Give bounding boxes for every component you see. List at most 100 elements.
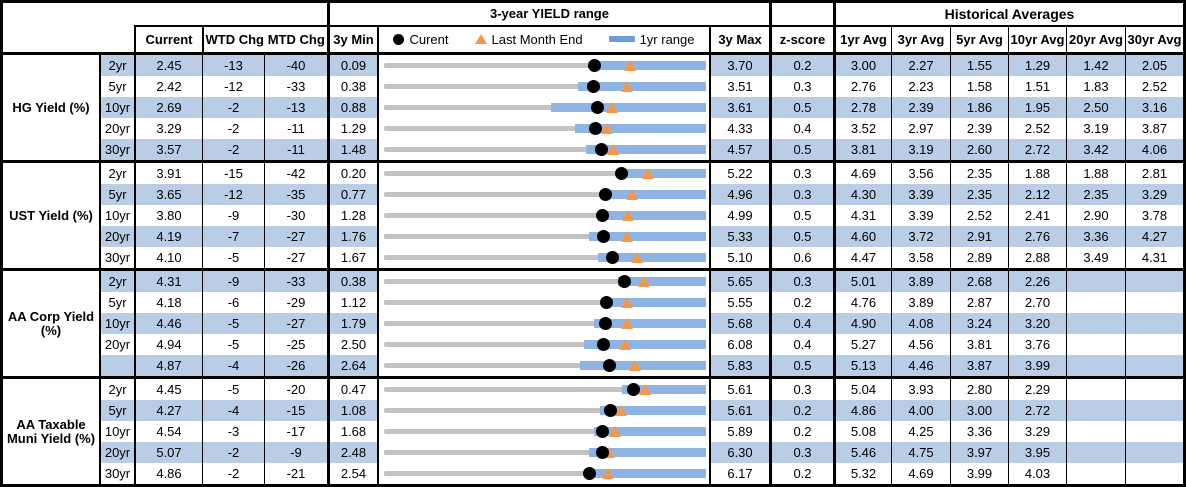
wtd-chg-value: -6 xyxy=(202,292,264,313)
30yr-avg-value: 4.06 xyxy=(1125,139,1183,160)
last-month-end-marker xyxy=(620,297,633,308)
mtd-chg-value: -20 xyxy=(264,379,327,400)
30yr-avg-value xyxy=(1125,442,1183,463)
column-header-1yr-avg: 1yr Avg xyxy=(833,25,891,52)
range-chart xyxy=(377,226,709,247)
column-header-30yr-avg: 30yr Avg xyxy=(1125,25,1183,52)
current-dot-marker xyxy=(604,404,618,417)
5yr-avg-value: 2.87 xyxy=(950,292,1008,313)
30yr-avg-value xyxy=(1125,334,1183,355)
30yr-avg-value xyxy=(1125,421,1183,442)
3y-min-value: 0.88 xyxy=(327,97,377,118)
3y-min-value: 1.76 xyxy=(327,226,377,247)
current-value: 4.31 xyxy=(134,271,202,292)
10yr-avg-value: 2.29 xyxy=(1008,379,1066,400)
three-year-range-track xyxy=(384,84,706,89)
3y-min-value: 0.38 xyxy=(327,76,377,97)
20yr-avg-value xyxy=(1066,442,1125,463)
one-year-range-bar xyxy=(588,232,706,241)
1yr-avg-value: 4.69 xyxy=(833,163,891,184)
wtd-chg-value: -9 xyxy=(202,205,264,226)
3yr-avg-value: 4.69 xyxy=(891,463,950,484)
3y-min-value: 1.08 xyxy=(327,400,377,421)
10yr-avg-value: 3.20 xyxy=(1008,313,1066,334)
mtd-chg-value: -27 xyxy=(264,313,327,334)
30yr-avg-value xyxy=(1125,355,1183,376)
3y-max-value: 5.61 xyxy=(709,379,769,400)
1yr-avg-value: 4.30 xyxy=(833,184,891,205)
range-chart xyxy=(377,271,709,292)
wtd-chg-value: -5 xyxy=(202,379,264,400)
last-month-end-marker xyxy=(600,123,613,134)
last-month-end-marker xyxy=(619,339,632,350)
column-header-10yr-avg: 10yr Avg xyxy=(1008,25,1066,52)
5yr-avg-value: 2.91 xyxy=(950,226,1008,247)
last-month-end-marker xyxy=(603,447,616,458)
mtd-chg-value: -15 xyxy=(264,400,327,421)
mtd-chg-value: -27 xyxy=(264,226,327,247)
legend-current: Curent xyxy=(393,31,449,47)
mtd-chg-value: -11 xyxy=(264,118,327,139)
range-chart xyxy=(377,400,709,421)
three-year-range-track xyxy=(384,213,706,218)
30yr-avg-value xyxy=(1125,463,1183,484)
30yr-avg-value: 2.52 xyxy=(1125,76,1183,97)
current-value: 2.42 xyxy=(134,76,202,97)
5yr-avg-value: 2.68 xyxy=(950,271,1008,292)
3y-max-value: 3.70 xyxy=(709,55,769,76)
tenor-cell: 5yr xyxy=(99,76,134,97)
tenor-cell: 20yr xyxy=(99,442,134,463)
30yr-avg-value xyxy=(1125,379,1183,400)
tenor-cell: 10yr xyxy=(99,97,134,118)
1yr-avg-value: 2.76 xyxy=(833,76,891,97)
last-month-end-marker xyxy=(606,102,619,113)
wtd-chg-value: -13 xyxy=(202,55,264,76)
last-month-end-marker xyxy=(628,360,641,371)
mtd-chg-value: -33 xyxy=(264,271,327,292)
legend-1yr-range: 1yr range xyxy=(608,31,695,47)
3y-max-value: 5.22 xyxy=(709,163,769,184)
last-month-end-marker xyxy=(621,231,634,242)
current-dot-marker xyxy=(596,209,610,222)
three-year-range-track xyxy=(384,363,706,368)
one-year-range-bar xyxy=(586,145,706,154)
z-score-value: 0.4 xyxy=(769,313,833,334)
current-dot-marker xyxy=(596,230,610,243)
30yr-avg-value xyxy=(1125,400,1183,421)
3y-min-value: 2.64 xyxy=(327,355,377,376)
last-month-end-marker xyxy=(601,468,614,479)
legend-range-label: 1yr range xyxy=(639,31,695,47)
z-score-value: 0.2 xyxy=(769,463,833,484)
current-value: 2.69 xyxy=(134,97,202,118)
current-dot-marker xyxy=(605,251,619,264)
legend-current-label: Curent xyxy=(409,31,449,47)
3y-min-value: 0.77 xyxy=(327,184,377,205)
10yr-avg-value: 3.95 xyxy=(1008,442,1066,463)
wtd-chg-value: -2 xyxy=(202,118,264,139)
tenor-cell: 2yr xyxy=(99,163,134,184)
10yr-avg-value: 2.12 xyxy=(1008,184,1066,205)
tenor-cell: 20yr xyxy=(99,226,134,247)
1yr-avg-value: 5.27 xyxy=(833,334,891,355)
tenor-cell: 5yr xyxy=(99,184,134,205)
column-header-current: Current xyxy=(134,25,202,52)
tenor-cell xyxy=(99,355,134,376)
3y-min-value: 0.20 xyxy=(327,163,377,184)
z-score-value: 0.5 xyxy=(769,226,833,247)
current-value: 4.45 xyxy=(134,379,202,400)
wtd-chg-value: -5 xyxy=(202,247,264,268)
mtd-chg-value: -40 xyxy=(264,55,327,76)
z-score-value: 0.5 xyxy=(769,205,833,226)
1yr-avg-value: 2.78 xyxy=(833,97,891,118)
tenor-cell: 20yr xyxy=(99,334,134,355)
20yr-avg-value: 2.35 xyxy=(1066,184,1125,205)
20yr-avg-value xyxy=(1066,379,1125,400)
yield-group: HG Yield (%) 2yr 2.45 -13 -40 0.09 3.70 0.2 3.00… xyxy=(3,55,1183,163)
last-month-end-marker xyxy=(623,60,636,71)
10yr-avg-value: 2.70 xyxy=(1008,292,1066,313)
1yr-avg-value: 4.76 xyxy=(833,292,891,313)
z-score-value: 0.3 xyxy=(769,271,833,292)
1yr-avg-value: 4.60 xyxy=(833,226,891,247)
30yr-avg-value xyxy=(1125,271,1183,292)
last-month-end-marker xyxy=(642,168,655,179)
